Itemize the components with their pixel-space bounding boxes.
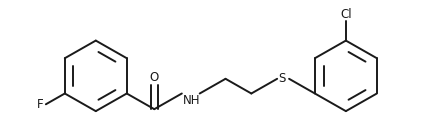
Text: F: F — [37, 98, 44, 111]
Text: Cl: Cl — [340, 8, 352, 21]
Text: S: S — [278, 72, 286, 85]
Text: NH: NH — [183, 95, 201, 108]
Text: O: O — [150, 71, 159, 84]
